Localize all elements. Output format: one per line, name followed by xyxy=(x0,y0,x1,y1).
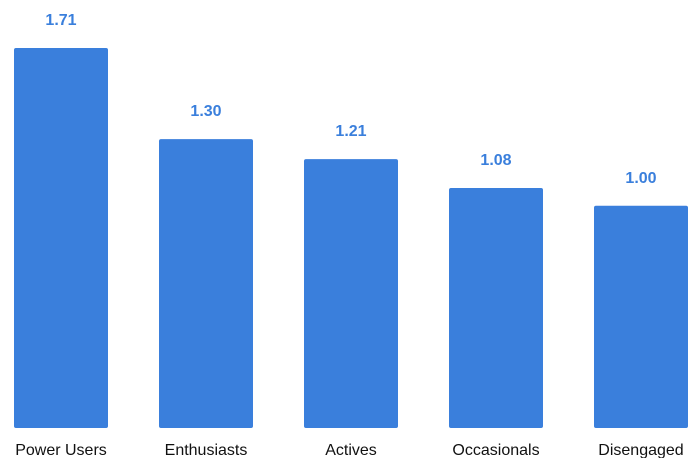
value-label-4: 1.00 xyxy=(625,170,656,187)
value-label-1: 1.30 xyxy=(190,103,221,120)
value-label-0: 1.71 xyxy=(45,12,76,29)
value-labels-group: 1.71 1.30 1.21 1.08 1.00 xyxy=(45,12,656,187)
category-labels-group: Power Users Enthusiasts Actives Occasionals… xyxy=(15,442,683,458)
bar-3 xyxy=(449,188,543,428)
category-label-2: Actives xyxy=(325,442,377,458)
bars-group xyxy=(14,48,688,428)
category-label-3: Occasionals xyxy=(452,442,539,458)
category-label-0: Power Users xyxy=(15,442,107,458)
value-label-2: 1.21 xyxy=(335,123,366,140)
category-label-1: Enthusiasts xyxy=(165,442,248,458)
bar-0 xyxy=(14,48,108,428)
bar-1 xyxy=(159,139,253,428)
value-label-3: 1.08 xyxy=(480,152,511,169)
bar-2 xyxy=(304,159,398,428)
category-label-4: Disengaged xyxy=(598,442,683,458)
bar-4 xyxy=(594,205,688,428)
